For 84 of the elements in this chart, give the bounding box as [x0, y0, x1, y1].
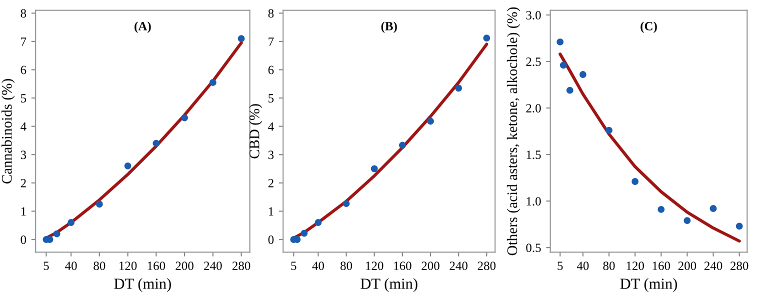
x-tick-label: 120: [366, 262, 384, 270]
x-tick-label: 5: [44, 262, 49, 270]
point: [209, 79, 216, 86]
x-tick-label: 280: [232, 262, 250, 270]
point: [314, 219, 322, 226]
x-tick-label: 80: [340, 262, 352, 270]
y-axis-title: Others (acid asters, ketone, alkochole) (%): [506, 7, 520, 256]
x-tick-label: 40: [576, 262, 589, 270]
y-tick-label: 4: [20, 122, 26, 131]
y-tick-label: 2.0: [526, 104, 541, 113]
x-tick-label: 240: [204, 262, 222, 270]
y-tick-label: 3: [20, 150, 26, 160]
annotation: (B): [381, 22, 397, 33]
point: [124, 162, 132, 170]
x-axis-title: DT (min): [360, 278, 418, 292]
point: [560, 62, 567, 69]
point: [483, 34, 490, 42]
x-axis-title: DT (min): [114, 278, 171, 292]
y-tick-label: 3.0: [526, 11, 541, 20]
point: [427, 118, 434, 125]
x-tick-label: 5: [291, 262, 296, 270]
point: [181, 114, 188, 122]
x-tick-label: 5: [558, 262, 563, 270]
x-tick-label: 80: [94, 262, 106, 270]
annotation: (C): [640, 22, 657, 33]
point: [684, 217, 691, 224]
y-tick-label: 1.0: [526, 197, 541, 206]
x-tick-label: 120: [626, 262, 644, 270]
y-tick-label: 7: [268, 38, 274, 46]
y-tick-label: 5: [268, 94, 274, 102]
y-tick-label: 8: [20, 9, 26, 18]
x-tick-label: 160: [652, 262, 670, 270]
point: [238, 35, 245, 42]
y-tick-label: 6: [268, 66, 274, 74]
y-tick-label: 3: [268, 150, 274, 160]
point: [579, 71, 586, 78]
y-tick-label: 1: [268, 207, 274, 216]
point: [370, 165, 378, 172]
point: [736, 222, 743, 230]
x-tick-label: 200: [678, 262, 696, 270]
y-tick-label: 8: [268, 9, 274, 18]
x-tick-label: 280: [478, 262, 496, 270]
y-tick-label: 4: [268, 122, 274, 131]
y-tick-label: 2: [268, 178, 274, 188]
y-tick-label: 1: [21, 207, 26, 216]
point: [53, 230, 60, 238]
x-tick-label: 240: [704, 262, 722, 270]
point: [455, 84, 462, 92]
y-tick-label: 0: [20, 236, 26, 244]
annotation: (A): [134, 22, 151, 33]
point: [152, 140, 160, 147]
point: [398, 142, 406, 149]
y-axis-title: CBD (%): [249, 104, 262, 158]
x-tick-label: 160: [394, 262, 412, 270]
x-tick-label: 80: [603, 262, 615, 270]
x-tick-label: 200: [422, 262, 440, 270]
y-tick-label: 0: [268, 236, 274, 244]
x-axis-title: DT (min): [620, 278, 678, 292]
x-tick-label: 160: [148, 262, 166, 270]
x-tick-label: 120: [120, 262, 137, 270]
point: [300, 230, 308, 237]
point: [342, 200, 350, 208]
y-tick-label: 7: [21, 38, 26, 46]
point: [710, 205, 717, 212]
y-tick-label: 6: [20, 66, 26, 74]
line-series: [558, 52, 741, 243]
y-tick-label: 5: [21, 94, 26, 102]
x-tick-label: 40: [312, 262, 324, 270]
x-tick-label: 280: [730, 262, 748, 270]
x-tick-label: 200: [176, 262, 194, 270]
point: [658, 206, 665, 213]
x-tick-label: 40: [65, 262, 77, 270]
x-tick-label: 240: [450, 262, 468, 270]
point: [566, 86, 574, 94]
point: [96, 200, 103, 208]
point: [632, 178, 639, 185]
y-tick-label: 2.5: [526, 58, 541, 66]
y-tick-label: 0.5: [526, 244, 541, 252]
point: [606, 126, 612, 134]
y-tick-label: 2: [20, 178, 26, 188]
point: [556, 38, 564, 46]
point: [68, 219, 75, 226]
y-tick-label: 1.5: [526, 150, 541, 160]
y-axis-title: Cannabinoids (%): [2, 79, 15, 184]
